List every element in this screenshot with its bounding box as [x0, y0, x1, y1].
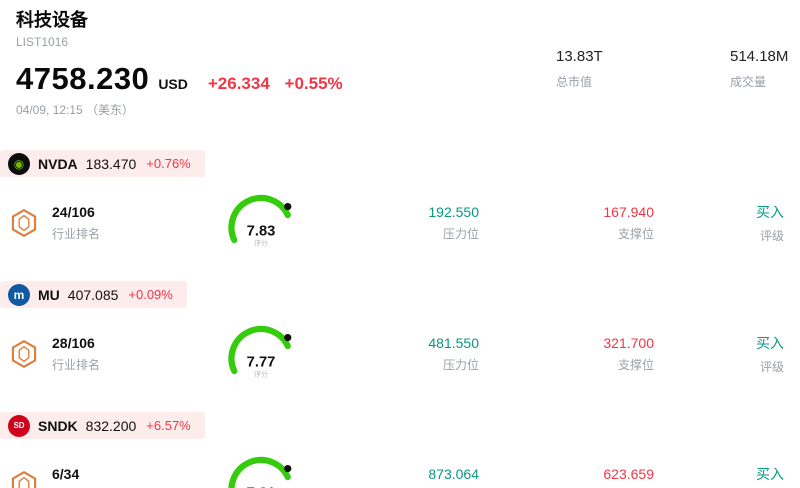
stock-metrics: 24/106 行业排名 7.83 评分 192.550 压力位 167.940 …: [0, 189, 800, 257]
support-value: 167.940: [603, 204, 654, 220]
stock-price: 407.085: [67, 286, 119, 303]
support-level: 167.940 支撑位: [479, 204, 654, 242]
change-value: +26.334: [207, 74, 270, 93]
price-row: 4758.230 USD +26.334 +0.55%: [16, 61, 784, 97]
index-price: 4758.230: [16, 61, 150, 96]
ticker-symbol: NVDA: [38, 155, 78, 172]
pressure-label: 压力位: [442, 227, 479, 241]
ticker-symbol: MU: [38, 286, 60, 303]
page-title: 科技设备: [16, 10, 88, 30]
stock-header[interactable]: m MU 407.085 +0.09%: [0, 281, 187, 308]
stock-price: 832.200: [85, 417, 137, 434]
stock-logo: SD: [8, 414, 30, 437]
rank-label: 行业排名: [52, 358, 101, 372]
hexagon-rank-icon: [11, 209, 37, 237]
rating-value: 买入: [756, 335, 784, 351]
rating-value: 买入: [756, 204, 784, 220]
industry-rank: 24/106 行业排名: [8, 204, 213, 242]
hexagon-rank-icon: [11, 471, 37, 488]
timestamp: 04/09, 12:15 （美东）: [16, 103, 135, 117]
analyst-rating: 买入 评级: [654, 464, 784, 488]
analyst-rating: 买入 评级: [654, 202, 784, 244]
rank-value: 6/34: [52, 466, 80, 482]
pressure-level: 873.064 压力位: [309, 466, 479, 488]
stock-header[interactable]: SD SNDK 832.200 +6.57%: [0, 412, 205, 439]
hexagon-rank-icon: [11, 340, 37, 368]
industry-rank: 28/106 行业排名: [8, 335, 213, 373]
gauge-score: 7.83: [247, 223, 276, 239]
stock-metrics: 28/106 行业排名 7.77 评分 481.550 压力位 321.700 …: [0, 320, 800, 388]
rank-label: 行业排名: [52, 227, 101, 241]
stock-change: +0.76%: [146, 156, 191, 171]
stock-change: +0.09%: [128, 287, 173, 302]
pressure-level: 192.550 压力位: [309, 204, 479, 242]
gauge-score-label: 评分: [254, 370, 268, 379]
gauge-needle-dot: [284, 333, 292, 342]
index-change: +26.334 +0.55%: [208, 74, 343, 94]
stock-row: ◉ NVDA 183.470 +0.76% 24/106 行业排名 7.83 评…: [0, 150, 800, 257]
score-gauge: 7.77 评分: [228, 325, 292, 379]
support-label: 支撑位: [617, 358, 654, 372]
stock-row: m MU 407.085 +0.09% 28/106 行业排名 7.77 评分 …: [0, 281, 800, 388]
currency-label: USD: [158, 76, 188, 92]
gauge-needle-dot: [284, 464, 292, 473]
analyst-rating: 买入 评级: [654, 333, 784, 375]
pressure-value: 481.550: [428, 335, 479, 351]
support-level: 623.659 支撑位: [479, 466, 654, 488]
ticker-symbol: SNDK: [38, 417, 78, 434]
rating-label: 评级: [759, 229, 784, 243]
market-cap-label: 总市值: [556, 75, 593, 89]
stock-change: +6.57%: [146, 418, 191, 433]
market-cap-value: 13.83T: [556, 48, 603, 65]
gauge-needle-dot: [284, 202, 292, 211]
volume-stat: 514.18M 成交量: [730, 48, 788, 90]
gauge-score: 7.77: [247, 354, 276, 370]
volume-value: 514.18M: [730, 48, 789, 65]
support-label: 支撑位: [617, 227, 654, 241]
list-header: 科技设备 LIST1016 4758.230 USD +26.334 +0.55…: [0, 0, 800, 126]
rank-value: 24/106: [52, 204, 95, 220]
stock-logo: ◉: [8, 152, 30, 175]
market-cap-stat: 13.83T 总市值: [556, 48, 603, 90]
change-percent: +0.55%: [284, 74, 343, 93]
logo-glyph: SD: [13, 421, 25, 430]
support-level: 321.700 支撑位: [479, 335, 654, 373]
gauge-score: 7.81: [247, 485, 276, 488]
support-value: 623.659: [603, 466, 654, 482]
score-gauge: 7.81 评分: [228, 456, 292, 488]
pressure-label: 压力位: [442, 358, 479, 372]
support-value: 321.700: [603, 335, 654, 351]
pressure-value: 873.064: [428, 466, 479, 482]
logo-glyph: m: [13, 287, 25, 302]
rank-value: 28/106: [52, 335, 95, 351]
stock-logo: m: [8, 283, 30, 306]
logo-glyph: ◉: [13, 156, 25, 171]
pressure-level: 481.550 压力位: [309, 335, 479, 373]
rating-value: 买入: [756, 466, 784, 482]
stock-row: SD SNDK 832.200 +6.57% 6/34 行业排名 7.81 评分…: [0, 412, 800, 488]
volume-label: 成交量: [730, 75, 767, 89]
stock-header[interactable]: ◉ NVDA 183.470 +0.76%: [0, 150, 205, 177]
industry-rank: 6/34 行业排名: [8, 466, 213, 488]
list-id: LIST1016: [16, 35, 69, 49]
pressure-value: 192.550: [428, 204, 479, 220]
gauge-score-label: 评分: [254, 239, 268, 248]
stock-price: 183.470: [85, 155, 137, 172]
stock-metrics: 6/34 行业排名 7.81 评分 873.064 压力位 623.659 支撑…: [0, 451, 800, 488]
rating-label: 评级: [759, 360, 784, 374]
score-gauge: 7.83 评分: [228, 194, 292, 248]
